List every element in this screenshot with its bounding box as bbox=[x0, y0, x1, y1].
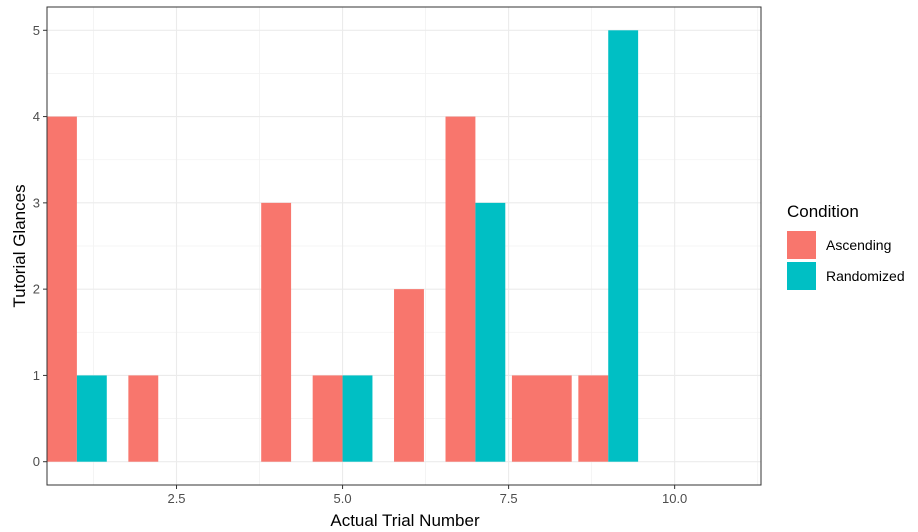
legend-swatch-ascending bbox=[787, 231, 816, 259]
bar-randomized-trial-9 bbox=[608, 30, 639, 462]
bar-ascending-trial-6 bbox=[394, 289, 424, 462]
bars bbox=[47, 30, 639, 462]
bar-ascending-trial-7 bbox=[445, 116, 476, 462]
y-tick-label: 1 bbox=[33, 368, 40, 383]
bar-ascending-trial-4 bbox=[261, 202, 292, 462]
x-tick-label: 5.0 bbox=[334, 491, 352, 506]
legend-label-randomized: Randomized bbox=[826, 268, 905, 284]
bar-randomized-trial-5 bbox=[342, 375, 373, 462]
x-tick-label: 7.5 bbox=[500, 491, 518, 506]
bar-ascending-trial-1 bbox=[47, 116, 77, 462]
y-tick-label: 4 bbox=[33, 109, 40, 124]
x-tick-label: 2.5 bbox=[167, 491, 185, 506]
legend-swatch-randomized bbox=[787, 262, 816, 290]
plot-border bbox=[46, 6, 762, 486]
y-tick-label: 2 bbox=[33, 282, 40, 297]
bar-randomized-trial-7 bbox=[475, 202, 506, 462]
legend-label-ascending: Ascending bbox=[826, 237, 891, 253]
y-tick-label: 0 bbox=[33, 454, 40, 469]
bar-ascending-trial-9 bbox=[578, 375, 609, 462]
axes: 2.5 5.0 7.5 10.0 0 1 2 3 4 5 bbox=[33, 23, 688, 506]
y-tick-label: 5 bbox=[33, 23, 40, 38]
bar-randomized-trial-1 bbox=[76, 375, 107, 462]
y-axis-title: Tutorial Glances bbox=[10, 184, 29, 307]
legend-title: Condition bbox=[787, 202, 859, 221]
bar-ascending-trial-5 bbox=[312, 375, 343, 462]
x-axis-title: Actual Trial Number bbox=[330, 511, 480, 530]
bar-ascending-trial-2 bbox=[128, 375, 159, 462]
legend: Condition Ascending Randomized bbox=[787, 202, 905, 290]
y-tick-label: 3 bbox=[33, 195, 40, 210]
x-tick-label: 10.0 bbox=[662, 491, 687, 506]
bar-ascending-trial-8 bbox=[511, 375, 572, 462]
